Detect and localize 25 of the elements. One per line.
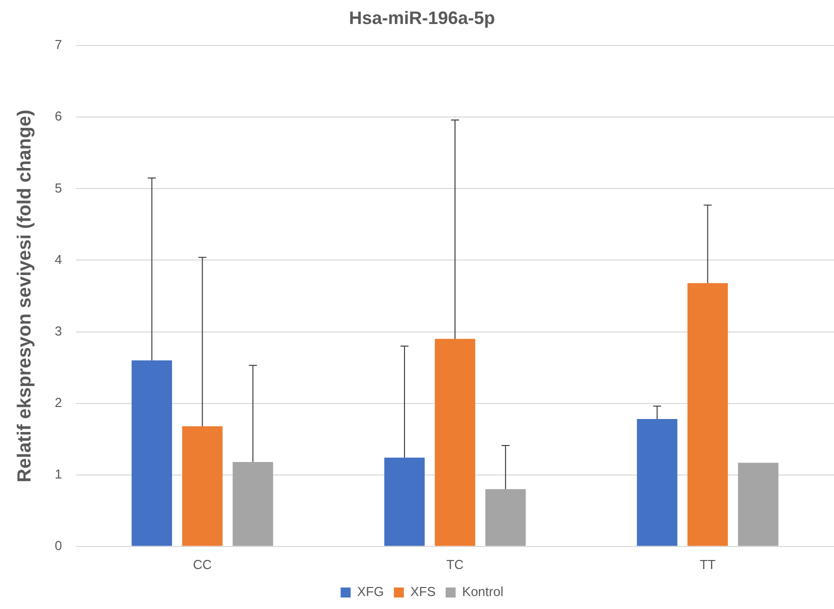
bar [434, 338, 476, 546]
legend-label: Kontrol [462, 584, 504, 600]
bar [636, 419, 678, 546]
bar [738, 462, 778, 546]
y-tick-label: 5 [54, 180, 62, 196]
y-axis-title: Relatif ekspresyon seviyesi (fold change) [14, 110, 36, 482]
bar [485, 489, 526, 546]
legend-label: XFS [410, 584, 436, 600]
y-tick-label: 2 [54, 394, 62, 410]
bar [687, 283, 728, 546]
chart-title: Hsa-miR-196a-5p [348, 8, 496, 28]
y-tick-label: 7 [54, 37, 62, 52]
x-tick-label: TT [700, 556, 716, 572]
x-tick-label: CC [192, 556, 212, 572]
bar [232, 462, 274, 546]
bar [384, 458, 425, 546]
bar [132, 360, 172, 546]
bar [182, 426, 223, 546]
x-tick-label: TC [446, 556, 464, 572]
y-tick-label: 4 [54, 252, 62, 267]
y-tick-label: 6 [54, 108, 62, 124]
legend-label: XFG [357, 584, 384, 600]
y-tick-label: 3 [54, 323, 62, 338]
y-tick-label: 0 [54, 538, 62, 553]
y-tick-label: 1 [54, 466, 62, 482]
